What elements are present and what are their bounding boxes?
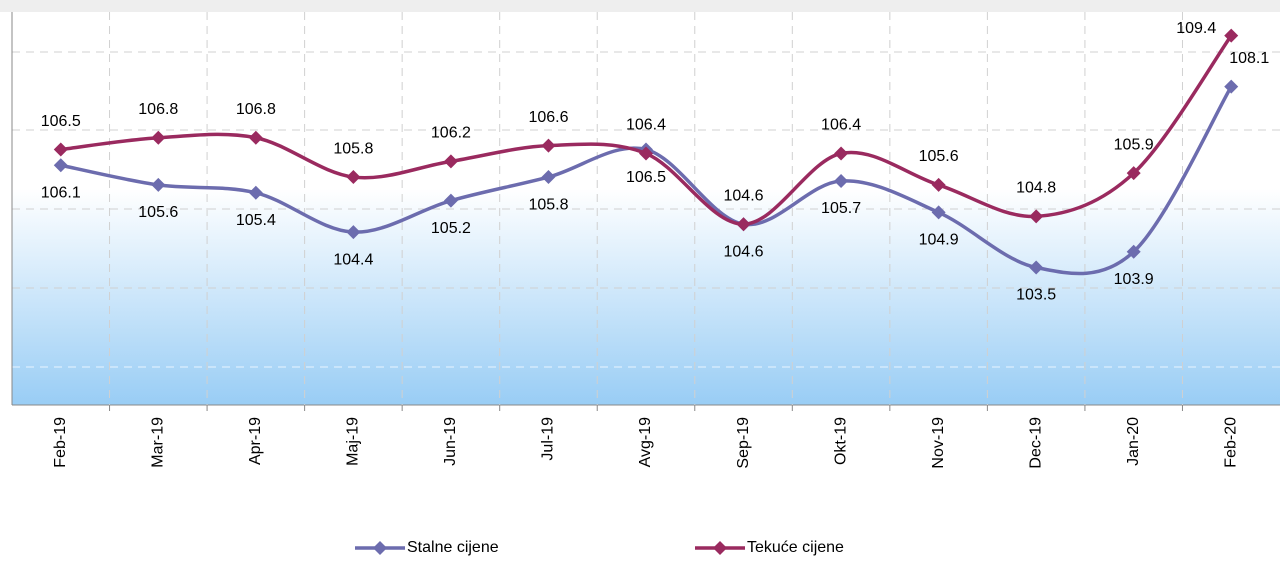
point — [931, 205, 946, 220]
point — [736, 217, 751, 232]
data-label: 106.4 — [821, 117, 861, 134]
data-label: 106.2 — [431, 125, 471, 142]
x-tick-label: Avg-19 — [637, 417, 654, 468]
point — [1126, 244, 1141, 259]
data-label: 105.8 — [528, 196, 568, 213]
x-tick-label: Maj-19 — [345, 417, 362, 466]
x-tick-label: Nov-19 — [930, 417, 947, 469]
x-tick-label: Feb-19 — [52, 417, 69, 468]
point — [1029, 209, 1044, 224]
data-label: 108.1 — [1229, 50, 1269, 67]
point — [834, 173, 849, 188]
data-label: 103.5 — [1016, 287, 1056, 304]
point — [346, 225, 361, 240]
x-tick-label: Apr-19 — [247, 417, 264, 465]
point — [541, 170, 556, 185]
x-tick-label: Okt-19 — [832, 417, 849, 465]
h-grid — [12, 51, 1280, 368]
data-label: 105.2 — [431, 220, 471, 237]
series-line — [60, 85, 1233, 276]
data-label: 109.4 — [1176, 20, 1216, 37]
x-tick-label: Dec-19 — [1027, 417, 1044, 469]
point — [151, 177, 166, 192]
data-label: 104.4 — [333, 251, 373, 268]
data-label: 104.9 — [919, 232, 959, 249]
data-label: 106.8 — [138, 101, 178, 118]
data-label: 104.8 — [1016, 180, 1056, 197]
point — [248, 185, 263, 200]
x-tick-label: Jan-20 — [1125, 417, 1142, 466]
data-label: 105.8 — [333, 140, 373, 157]
x-tick-label: Jul-19 — [540, 417, 557, 461]
data-label: 106.5 — [41, 113, 81, 130]
data-label: 105.6 — [138, 204, 178, 221]
data-label: 104.6 — [724, 243, 764, 260]
point — [53, 158, 68, 173]
point — [443, 154, 458, 169]
x-tick-label: Mar-19 — [150, 417, 167, 468]
data-label: 105.6 — [919, 148, 959, 165]
x-tick-label: Jun-19 — [442, 417, 459, 466]
data-label: 104.6 — [724, 187, 764, 204]
data-label: 106.6 — [528, 109, 568, 126]
data-label: 105.9 — [1114, 136, 1154, 153]
series-line — [60, 34, 1233, 226]
point — [443, 193, 458, 208]
point — [248, 130, 263, 145]
legend-marker — [713, 541, 727, 555]
point — [639, 146, 653, 161]
x-tick-label: Feb-20 — [1222, 417, 1239, 468]
top-band — [0, 0, 1280, 12]
point — [1224, 28, 1239, 43]
data-label: 106.4 — [626, 117, 666, 134]
legend-label: Stalne cijene — [407, 539, 499, 556]
legend-marker — [373, 541, 387, 555]
data-label: 105.7 — [821, 200, 861, 217]
data-label: 105.4 — [236, 212, 276, 229]
point — [346, 170, 361, 185]
point — [1126, 166, 1141, 181]
x-tick-label: Sep-19 — [735, 417, 752, 469]
point — [53, 142, 68, 157]
point — [151, 130, 166, 145]
point — [834, 146, 849, 161]
data-label: 106.8 — [236, 101, 276, 118]
data-label: 106.1 — [41, 184, 81, 201]
legend-label: Tekuće cijene — [747, 539, 844, 556]
point — [1224, 79, 1239, 94]
data-label: 106.5 — [626, 169, 666, 186]
point — [1029, 260, 1044, 275]
point — [541, 138, 556, 153]
data-label: 103.9 — [1114, 271, 1154, 288]
point — [931, 177, 946, 192]
